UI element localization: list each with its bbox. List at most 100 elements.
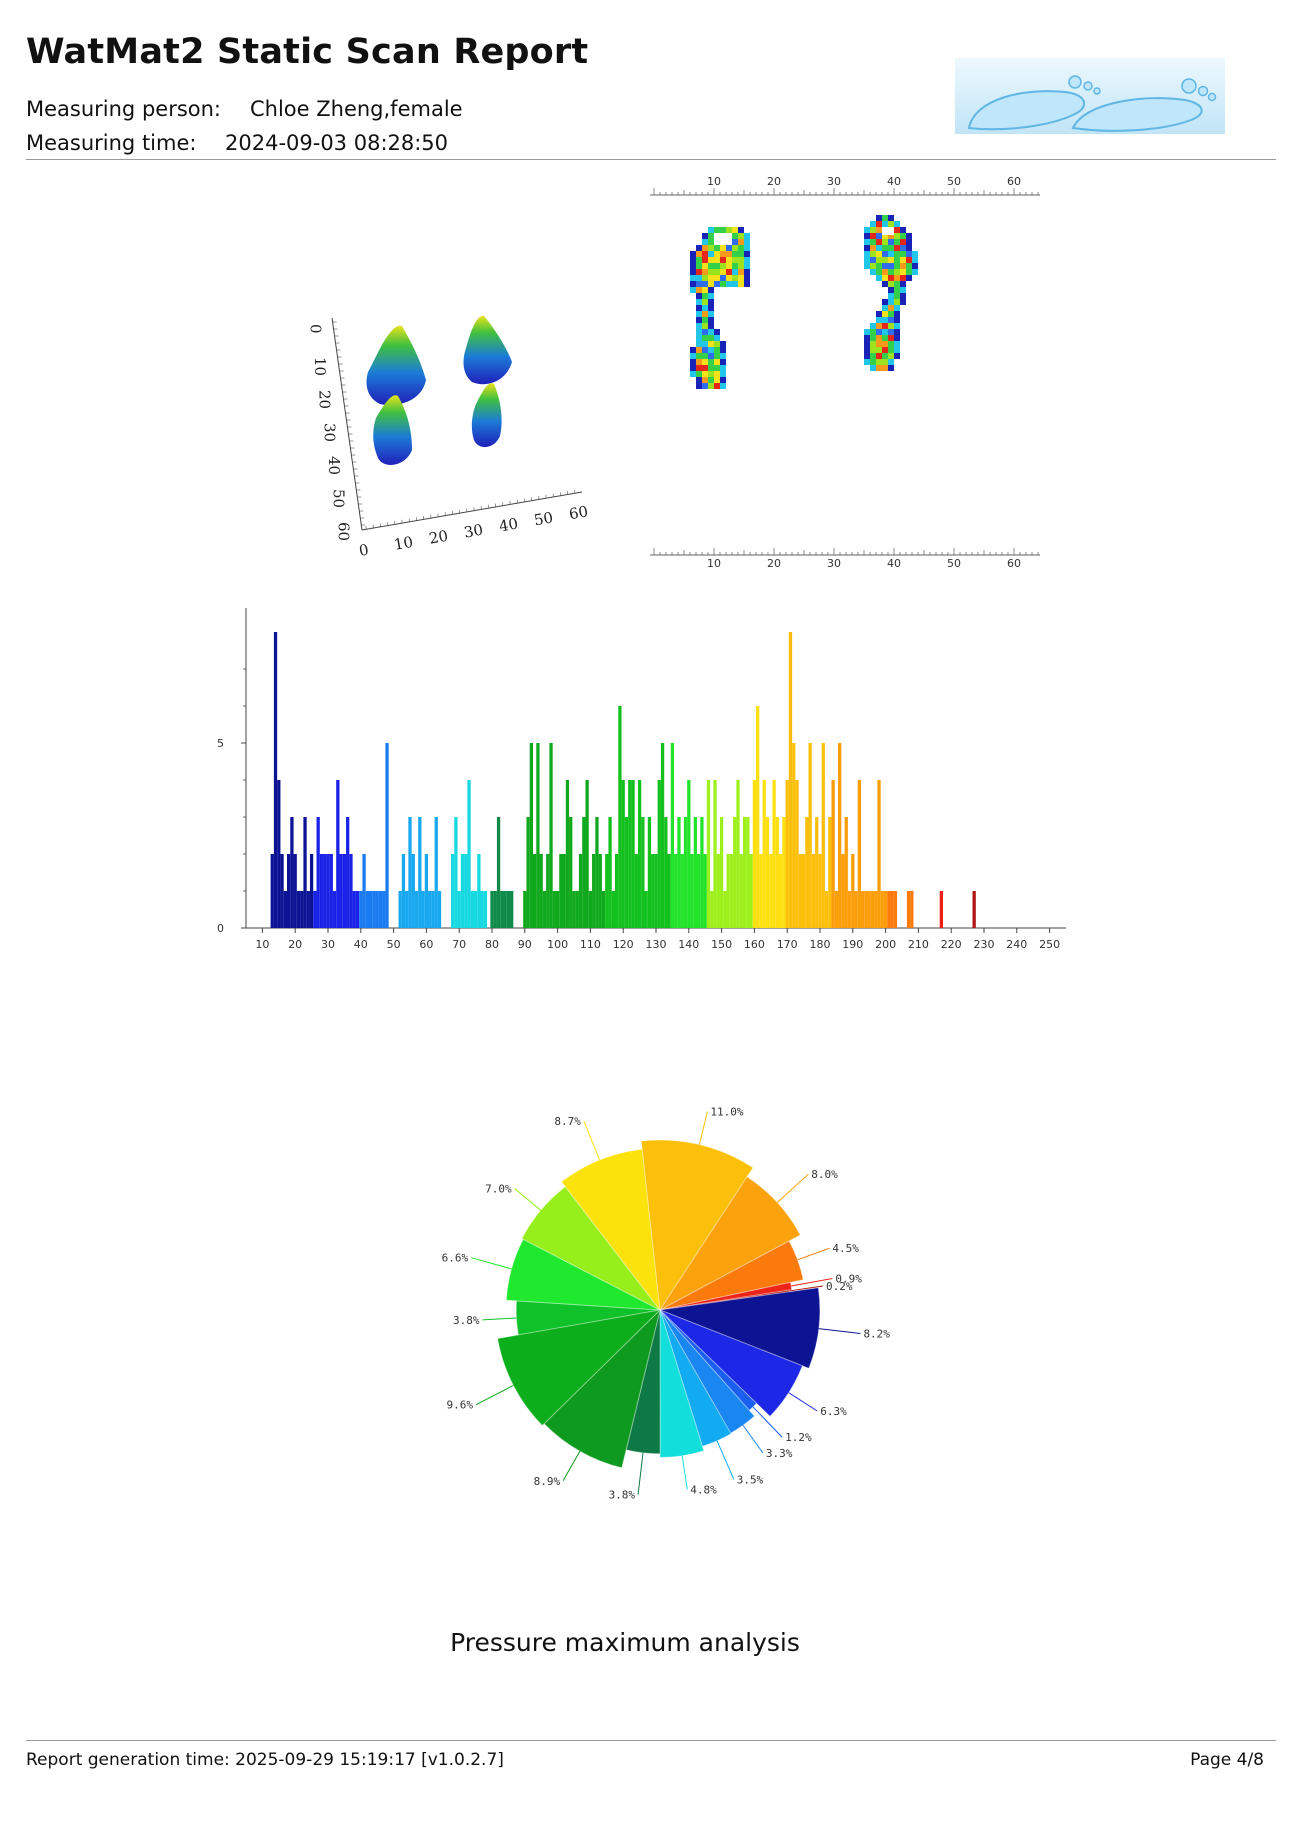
pie-slice-label: 7.0% bbox=[485, 1182, 512, 1195]
histogram-bar bbox=[552, 891, 556, 928]
right-foot-cell bbox=[876, 263, 882, 269]
left-foot-cell bbox=[726, 227, 732, 233]
pie-leader-line bbox=[562, 1450, 581, 1482]
left-foot-cell bbox=[702, 371, 708, 377]
left-foot-cell bbox=[708, 281, 714, 287]
right-foot-cell bbox=[864, 251, 870, 257]
ruler-tick-label: 30 bbox=[827, 557, 841, 570]
right-foot-cell bbox=[882, 269, 888, 275]
x-tick-label: 110 bbox=[580, 938, 601, 951]
histogram-bar bbox=[277, 780, 281, 928]
histogram-bar bbox=[864, 891, 868, 928]
right-foot-cell bbox=[894, 227, 900, 233]
histogram-bar bbox=[510, 891, 514, 928]
pie-leader-line bbox=[514, 1188, 542, 1211]
footprint-3d-view: 0 10 20 30 40 50 60 0 10 20 30 40 50 60 bbox=[306, 315, 589, 560]
x-tick-label: 160 bbox=[744, 938, 765, 951]
histogram-bar bbox=[270, 854, 274, 928]
histogram-bar bbox=[533, 854, 537, 928]
x-tick-label: 40 bbox=[354, 938, 368, 951]
histogram-bar bbox=[382, 891, 386, 928]
left-foot-cell bbox=[720, 371, 726, 377]
histogram-bar bbox=[319, 854, 324, 928]
histogram-bar bbox=[664, 817, 668, 928]
right-foot-cell bbox=[888, 257, 894, 263]
right-foot-cell bbox=[882, 335, 888, 341]
ruler-tick-label: 60 bbox=[1007, 557, 1021, 570]
left-foot-cell bbox=[738, 239, 744, 245]
left-foot-cell bbox=[702, 359, 708, 365]
x-tick-label: 100 bbox=[547, 938, 568, 951]
left-foot-cell bbox=[714, 257, 720, 263]
right-foot-cell bbox=[870, 335, 876, 341]
left-foot-cell bbox=[720, 365, 726, 371]
right-foot-cell bbox=[888, 275, 894, 281]
right-foot-cell bbox=[864, 263, 870, 269]
histogram-bar bbox=[296, 891, 301, 928]
left-foot-cell bbox=[714, 341, 720, 347]
histogram-bar bbox=[595, 817, 599, 928]
measuring-time-row: Measuring time: 2024-09-03 08:28:50 bbox=[26, 131, 448, 155]
x-tick-label: 50 bbox=[387, 938, 401, 951]
left-forefoot-peak bbox=[366, 325, 426, 405]
left-foot-cell bbox=[696, 287, 702, 293]
right-foot-cell bbox=[894, 281, 900, 287]
histogram-bar bbox=[818, 854, 822, 928]
histogram-bar bbox=[772, 780, 776, 928]
right-foot-cell bbox=[900, 293, 906, 299]
left-foot-cell bbox=[744, 245, 750, 251]
histogram-bar bbox=[569, 817, 573, 928]
x-tick-label: 20 bbox=[288, 938, 302, 951]
left-foot-cell bbox=[690, 269, 696, 275]
pie-slice-label: 3.8% bbox=[609, 1489, 636, 1502]
left-foot-cell bbox=[696, 335, 702, 341]
right-foot-cell bbox=[900, 299, 906, 305]
ruler-tick-label: 50 bbox=[947, 175, 961, 188]
histogram-bar bbox=[398, 891, 402, 928]
right-foot-cell bbox=[876, 335, 882, 341]
right-foot-cell bbox=[906, 251, 912, 257]
histogram-bar bbox=[683, 817, 688, 928]
right-foot-cell bbox=[888, 365, 894, 371]
right-foot-cell bbox=[882, 275, 888, 281]
left-foot-cell bbox=[726, 245, 732, 251]
right-foot-cell bbox=[876, 341, 882, 347]
right-foot-cell bbox=[888, 239, 894, 245]
right-foot-cell bbox=[888, 335, 894, 341]
x-tick-label: 80 bbox=[485, 938, 499, 951]
x-tick-label: 140 bbox=[678, 938, 699, 951]
left-foot-cell bbox=[708, 317, 714, 323]
histogram-bar bbox=[605, 854, 609, 928]
left-foot-cell bbox=[732, 227, 738, 233]
left-foot-cell bbox=[708, 359, 714, 365]
measuring-time-value: 2024-09-03 08:28:50 bbox=[225, 131, 449, 155]
left-foot-cell bbox=[714, 275, 720, 281]
histogram-bar bbox=[654, 854, 658, 928]
right-foot-cell bbox=[888, 359, 894, 365]
right-foot-cell bbox=[876, 359, 882, 365]
histogram-bar bbox=[798, 854, 802, 928]
left-foot-cell bbox=[744, 239, 750, 245]
pie-slice-label: 9.6% bbox=[447, 1399, 474, 1412]
ruler-tick-label: 40 bbox=[887, 557, 901, 570]
pie-slice-label: 1.2% bbox=[785, 1431, 812, 1444]
histogram-bar bbox=[480, 891, 484, 928]
histogram-bar bbox=[851, 854, 855, 928]
histogram-bar bbox=[546, 854, 550, 928]
ruler-tick-label: 10 bbox=[707, 175, 721, 188]
histogram-bar bbox=[677, 817, 681, 928]
width-tick-label: 50 bbox=[533, 508, 555, 529]
pie-slice-label: 3.3% bbox=[766, 1447, 793, 1460]
histogram-bar bbox=[313, 891, 317, 928]
right-foot-cell bbox=[894, 323, 900, 329]
left-foot-cell bbox=[732, 245, 738, 251]
left-foot-cell bbox=[696, 347, 702, 353]
right-foot-cell bbox=[894, 293, 900, 299]
right-foot-cell bbox=[906, 263, 912, 269]
right-foot-cell bbox=[894, 269, 900, 275]
pie-leader-line bbox=[776, 1173, 809, 1203]
right-foot-cell bbox=[888, 269, 894, 275]
pie-slice-label: 4.5% bbox=[832, 1242, 859, 1255]
left-foot-cell bbox=[690, 365, 696, 371]
histogram-bar bbox=[316, 817, 320, 928]
